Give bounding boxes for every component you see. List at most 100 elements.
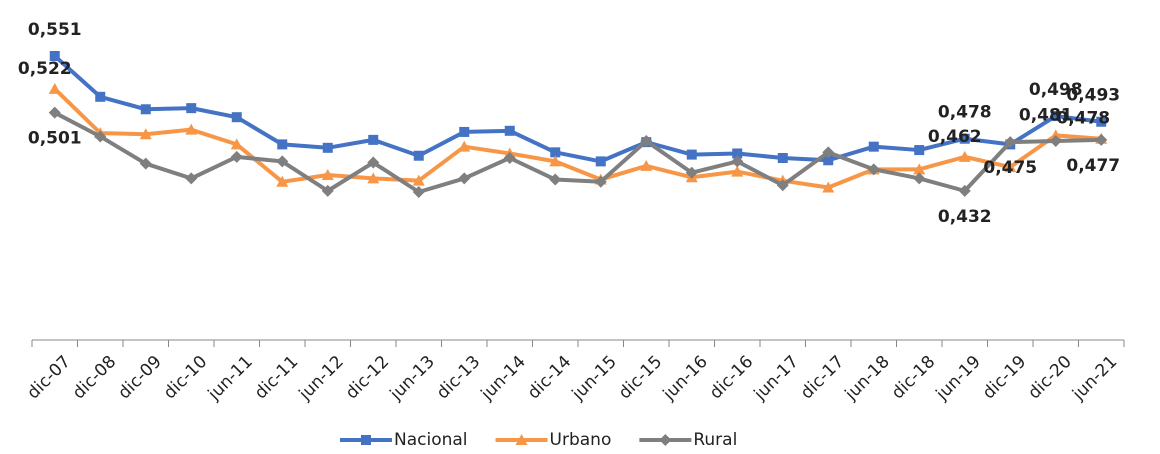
value-label: 0,551 <box>28 20 82 40</box>
x-tick-label: dic-10 <box>160 352 211 403</box>
x-tick-label: jun-11 <box>204 352 257 405</box>
marker <box>230 150 243 163</box>
marker <box>277 139 288 150</box>
marker <box>368 134 379 145</box>
value-label: 0,477 <box>1066 156 1120 176</box>
marker <box>685 166 698 179</box>
marker <box>48 82 61 94</box>
marker <box>776 179 789 192</box>
marker <box>822 181 835 193</box>
marker <box>459 126 470 137</box>
series-line <box>53 54 1102 164</box>
marker <box>640 159 653 171</box>
legend-label: Rural <box>693 430 737 450</box>
marker <box>276 155 289 168</box>
marker <box>958 184 971 197</box>
x-tick-label: dic-18 <box>888 352 939 403</box>
marker <box>1049 135 1062 147</box>
marker <box>139 157 152 170</box>
marker <box>185 172 198 185</box>
marker <box>322 142 333 153</box>
legend-label: Nacional <box>394 430 468 450</box>
x-tick-label: dic-14 <box>524 352 575 403</box>
series-line <box>53 110 1102 194</box>
marker <box>413 150 424 161</box>
marker <box>686 149 697 160</box>
marker <box>140 104 151 115</box>
value-label: 0,478 <box>938 103 992 123</box>
x-tick-label: dic-13 <box>433 352 484 403</box>
marker <box>367 172 380 184</box>
marker <box>95 91 106 102</box>
marker <box>659 434 672 446</box>
value-label: 0,481 <box>1019 105 1073 125</box>
x-tick-label: jun-17 <box>750 352 803 405</box>
marker <box>48 106 61 119</box>
marker <box>185 123 198 135</box>
marker <box>458 172 471 185</box>
x-tick-label: jun-19 <box>932 352 985 405</box>
marker <box>913 163 926 175</box>
value-label: 0,493 <box>1066 86 1120 106</box>
value-label: 0,432 <box>938 207 992 227</box>
x-tick-label: dic-07 <box>23 352 74 403</box>
marker <box>231 112 242 123</box>
x-tick-label: dic-17 <box>797 352 848 403</box>
marker <box>1096 116 1107 127</box>
x-tick-label: jun-12 <box>295 352 348 405</box>
marker <box>731 155 744 168</box>
series-line <box>53 87 1102 190</box>
x-tick-label: dic-15 <box>615 352 666 403</box>
x-tick-label: jun-13 <box>386 352 439 405</box>
marker <box>867 163 880 176</box>
value-label: 0,522 <box>18 59 72 79</box>
x-tick-label: dic-08 <box>69 352 120 403</box>
marker <box>822 146 835 159</box>
marker <box>94 130 107 143</box>
marker <box>913 172 926 185</box>
x-tick-label: dic-20 <box>1024 352 1075 403</box>
marker <box>1095 133 1108 146</box>
marker <box>777 153 788 163</box>
x-tick-label: jun-21 <box>1068 352 1121 405</box>
marker <box>595 156 606 167</box>
marker <box>549 173 562 186</box>
marker <box>549 155 562 167</box>
marker <box>458 140 471 152</box>
marker <box>594 175 607 188</box>
marker <box>503 152 516 164</box>
x-tick-label: dic-09 <box>114 352 165 403</box>
marker <box>504 125 515 136</box>
x-tick-label: dic-19 <box>979 352 1030 403</box>
value-label: 0,462 <box>928 127 982 147</box>
marker <box>412 174 425 186</box>
marker <box>550 147 561 158</box>
x-tick-label: jun-14 <box>477 352 530 405</box>
marker <box>412 186 425 198</box>
marker <box>139 128 152 140</box>
value-label: 0,478 <box>1056 109 1110 129</box>
marker <box>731 165 744 177</box>
marker <box>1050 111 1061 122</box>
marker <box>958 150 971 162</box>
marker <box>276 175 289 187</box>
marker <box>1004 136 1017 149</box>
x-tick-label: dic-16 <box>706 352 757 403</box>
legend-label: Urbano <box>550 430 612 450</box>
marker <box>732 148 743 159</box>
marker <box>321 184 334 197</box>
marker <box>515 434 528 445</box>
x-tick-label: jun-15 <box>568 352 621 405</box>
marker <box>914 145 925 156</box>
value-label: 0,498 <box>1029 80 1083 100</box>
x-tick-label: dic-12 <box>342 352 393 403</box>
marker <box>959 133 970 144</box>
marker <box>1049 129 1062 141</box>
marker <box>361 435 371 445</box>
marker <box>230 138 243 150</box>
x-tick-label: jun-16 <box>659 352 712 405</box>
marker <box>186 103 197 114</box>
marker <box>640 135 653 147</box>
